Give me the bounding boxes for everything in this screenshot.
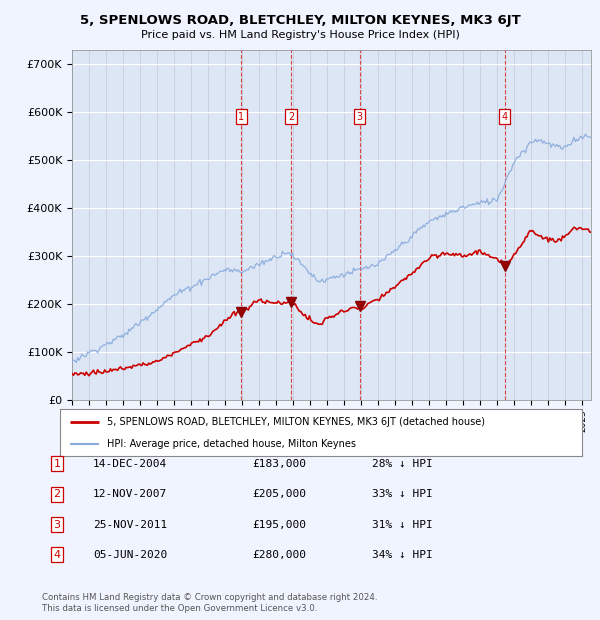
Text: 3: 3 [356, 112, 362, 122]
Text: HPI: Average price, detached house, Milton Keynes: HPI: Average price, detached house, Milt… [107, 439, 356, 449]
Text: £183,000: £183,000 [252, 459, 306, 469]
Text: £280,000: £280,000 [252, 550, 306, 560]
Text: 25-NOV-2011: 25-NOV-2011 [93, 520, 167, 529]
Text: £205,000: £205,000 [252, 489, 306, 499]
Text: £195,000: £195,000 [252, 520, 306, 529]
Text: 1: 1 [238, 112, 245, 122]
Text: 33% ↓ HPI: 33% ↓ HPI [372, 489, 433, 499]
Text: 2: 2 [288, 112, 294, 122]
Text: Contains HM Land Registry data © Crown copyright and database right 2024.
This d: Contains HM Land Registry data © Crown c… [42, 593, 377, 613]
Text: 12-NOV-2007: 12-NOV-2007 [93, 489, 167, 499]
Text: 4: 4 [53, 550, 61, 560]
Text: 34% ↓ HPI: 34% ↓ HPI [372, 550, 433, 560]
Text: 14-DEC-2004: 14-DEC-2004 [93, 459, 167, 469]
Text: 1: 1 [53, 459, 61, 469]
Text: 05-JUN-2020: 05-JUN-2020 [93, 550, 167, 560]
Text: 5, SPENLOWS ROAD, BLETCHLEY, MILTON KEYNES, MK3 6JT (detached house): 5, SPENLOWS ROAD, BLETCHLEY, MILTON KEYN… [107, 417, 485, 427]
Text: 3: 3 [53, 520, 61, 529]
Text: Price paid vs. HM Land Registry's House Price Index (HPI): Price paid vs. HM Land Registry's House … [140, 30, 460, 40]
Text: 2: 2 [53, 489, 61, 499]
Text: 28% ↓ HPI: 28% ↓ HPI [372, 459, 433, 469]
Text: 31% ↓ HPI: 31% ↓ HPI [372, 520, 433, 529]
Text: 4: 4 [502, 112, 508, 122]
Text: 5, SPENLOWS ROAD, BLETCHLEY, MILTON KEYNES, MK3 6JT: 5, SPENLOWS ROAD, BLETCHLEY, MILTON KEYN… [80, 14, 520, 27]
